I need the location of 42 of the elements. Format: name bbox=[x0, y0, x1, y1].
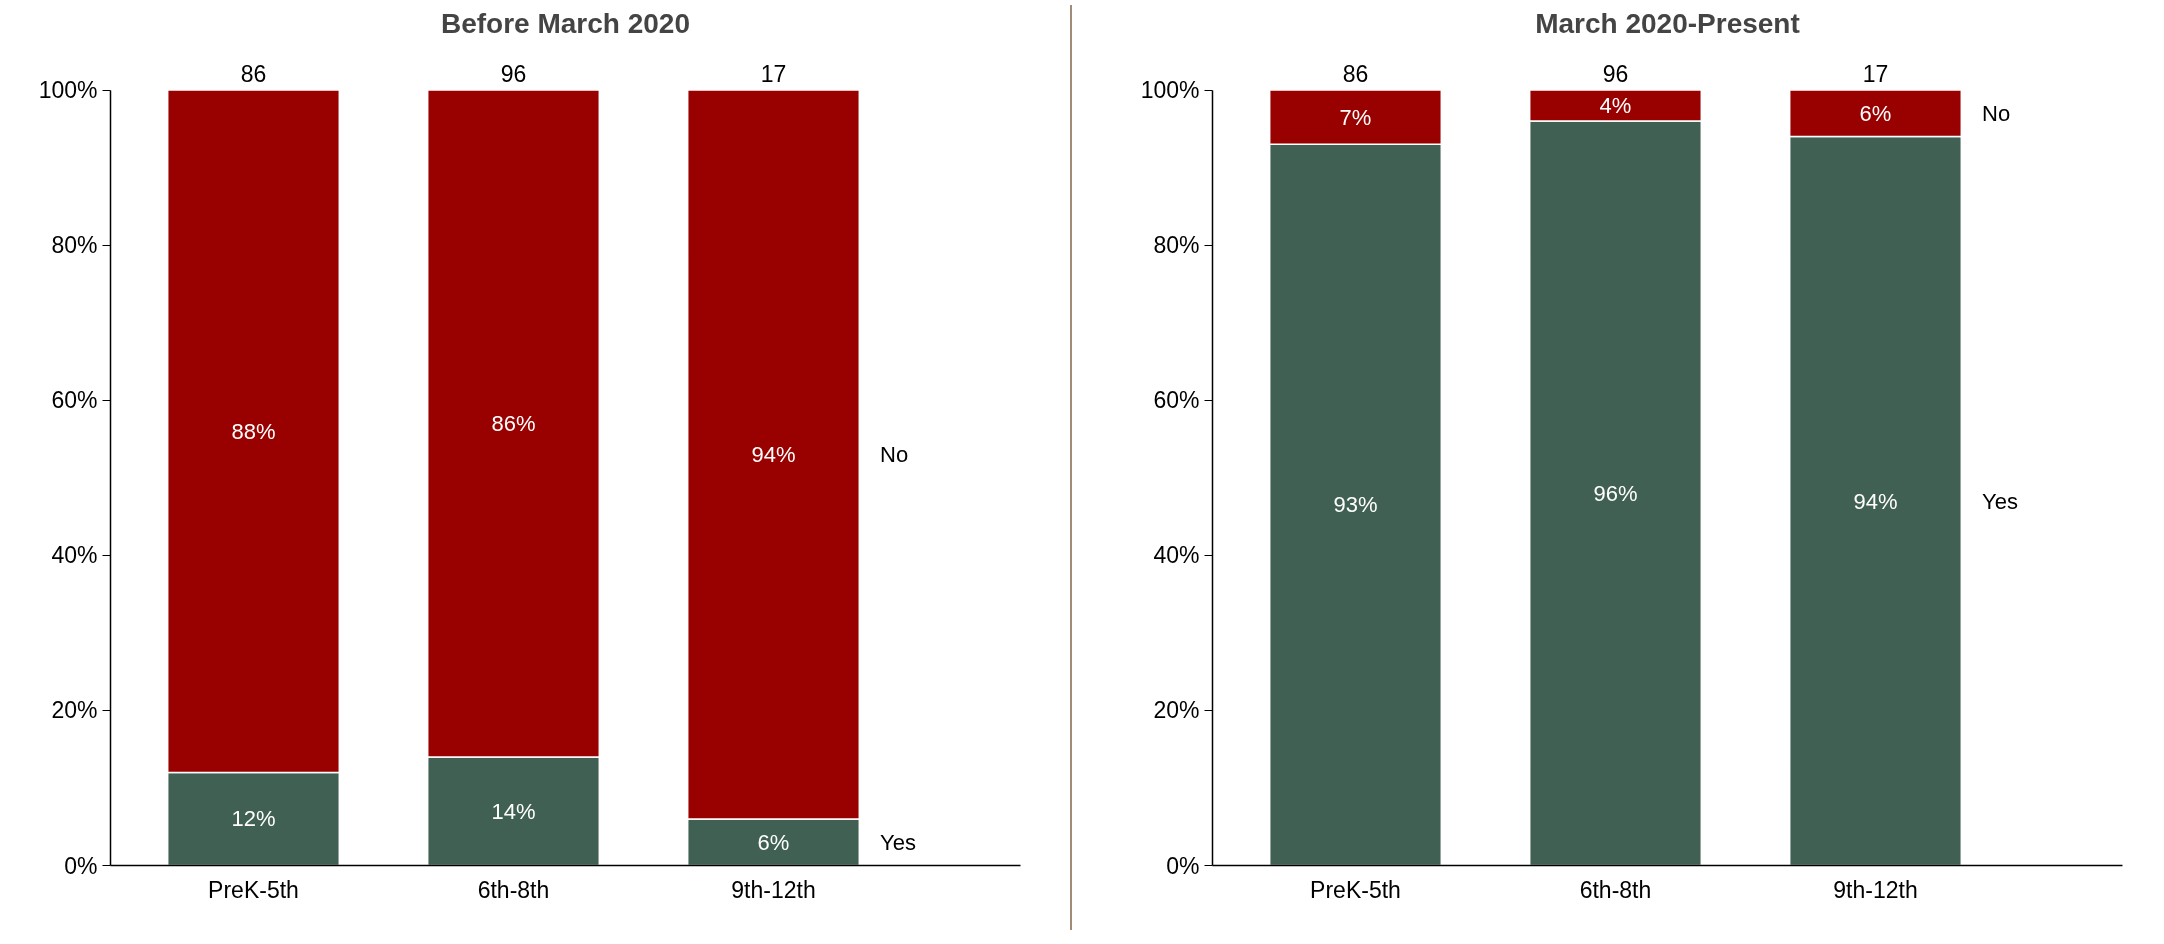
annotation: 17 bbox=[760, 61, 787, 88]
x-tick-label: PreK-5th bbox=[208, 876, 299, 903]
y-tick-label: 0% bbox=[1166, 852, 1200, 879]
x-tick-label: 6th-8th bbox=[1579, 876, 1652, 903]
data-label: 7% bbox=[1339, 104, 1372, 130]
chart-title: Before March 2020 bbox=[441, 7, 691, 39]
x-tick-label: 6th-8th bbox=[477, 876, 550, 903]
data-label: 96% bbox=[1593, 480, 1638, 506]
series-label: No bbox=[1982, 100, 2011, 126]
y-tick-label: 100% bbox=[1140, 77, 1200, 104]
data-label: 6% bbox=[757, 829, 790, 855]
data-label: 4% bbox=[1599, 93, 1632, 119]
annotation: 86 bbox=[1342, 61, 1369, 88]
y-tick-label: 0% bbox=[64, 852, 98, 879]
data-label: 6% bbox=[1859, 100, 1892, 126]
y-tick-label: 80% bbox=[1153, 232, 1200, 259]
y-tick-label: 40% bbox=[1153, 542, 1200, 569]
x-tick-label: 9th-12th bbox=[731, 876, 816, 903]
series-label: Yes bbox=[880, 829, 916, 855]
data-label: 86% bbox=[491, 410, 536, 436]
y-tick-label: 100% bbox=[38, 77, 98, 104]
series-label: No bbox=[880, 442, 909, 467]
y-tick-label: 20% bbox=[1153, 697, 1200, 724]
annotation: 96 bbox=[1602, 61, 1629, 88]
y-tick-label: 60% bbox=[1153, 387, 1200, 414]
data-label: 94% bbox=[751, 442, 796, 467]
y-tick-label: 80% bbox=[51, 232, 98, 259]
annotation: 17 bbox=[1862, 61, 1889, 88]
chart-title: March 2020-Present bbox=[1535, 7, 1800, 39]
data-label: 88% bbox=[231, 418, 276, 444]
data-label: 93% bbox=[1333, 492, 1378, 518]
annotation: 86 bbox=[240, 61, 267, 88]
data-label: 94% bbox=[1853, 488, 1898, 514]
y-tick-label: 40% bbox=[51, 542, 98, 569]
y-tick-label: 60% bbox=[51, 387, 98, 414]
annotation: 96 bbox=[500, 61, 527, 88]
y-tick-label: 20% bbox=[51, 697, 98, 724]
data-label: 14% bbox=[491, 798, 536, 824]
series-label: Yes bbox=[1982, 488, 2018, 514]
x-tick-label: 9th-12th bbox=[1833, 876, 1918, 903]
data-label: 12% bbox=[231, 806, 276, 832]
x-tick-label: PreK-5th bbox=[1310, 876, 1401, 903]
